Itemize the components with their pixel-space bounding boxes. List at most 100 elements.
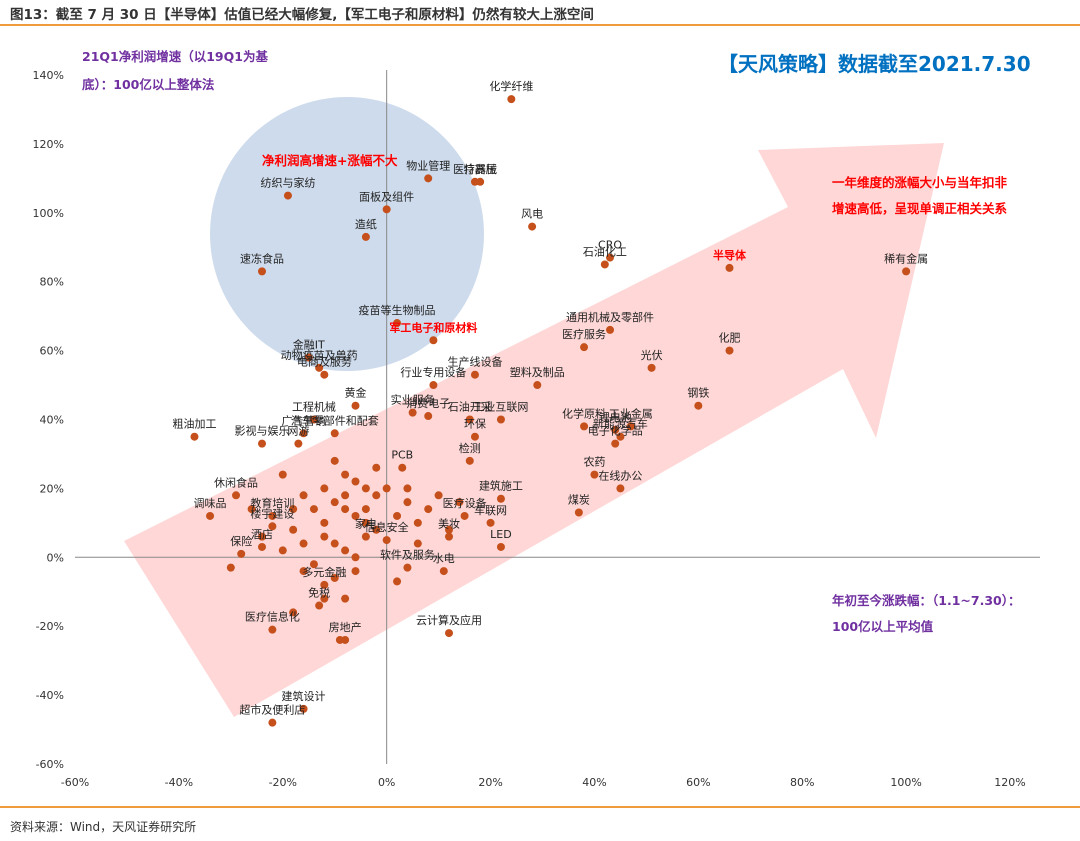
data-point-label: 云计算及应用 <box>416 613 482 627</box>
x-tick-label: -40% <box>165 776 193 789</box>
data-point-label: 光伏 <box>641 348 663 362</box>
data-point <box>278 546 287 555</box>
x-tick-label: -60% <box>61 776 89 789</box>
data-point <box>403 484 412 493</box>
data-point <box>320 532 329 541</box>
data-point <box>528 222 537 231</box>
data-point <box>226 563 235 572</box>
figure-title: 图13：截至 7 月 30 日【半导体】估值已经大幅修复,【军工电子和原材料】仍… <box>10 7 594 23</box>
data-point <box>330 539 339 548</box>
y-tick-label: -60% <box>36 758 64 771</box>
data-point <box>902 267 911 276</box>
x-axis-label-line1: 年初至今涨跌幅：（1.1~7.30）： <box>832 593 1021 608</box>
x-tick-label: 0% <box>378 776 395 789</box>
data-point <box>232 491 241 500</box>
data-point <box>299 704 308 713</box>
data-point-label: 工程机械 <box>292 400 336 414</box>
data-point <box>393 511 402 520</box>
data-point <box>268 625 277 634</box>
data-point <box>309 415 318 424</box>
data-point <box>320 518 329 527</box>
data-point-label: 医疗器械 <box>453 162 497 176</box>
data-point <box>299 491 308 500</box>
data-point <box>424 412 433 421</box>
data-point <box>320 484 329 493</box>
data-point-label: 调味品 <box>194 497 227 510</box>
data-point-label: 半导体 <box>713 248 747 262</box>
data-point-label: 家电 <box>355 517 377 531</box>
y-tick-label: 120% <box>33 138 64 151</box>
data-point-label: PCB <box>391 449 413 462</box>
data-point <box>496 494 505 503</box>
y-tick-label: -20% <box>36 620 64 633</box>
data-point-label: 石油开采 <box>448 400 492 414</box>
data-point <box>647 363 656 372</box>
data-point-label: 房地产 <box>329 620 362 634</box>
data-point <box>341 594 350 603</box>
data-point-label: 速冻食品 <box>240 251 284 265</box>
data-point <box>403 498 412 507</box>
data-point <box>237 549 246 558</box>
data-point-label: 车联网 <box>474 503 507 517</box>
data-point-label: 环保 <box>464 417 486 431</box>
y-axis-label-line2: 底）：100亿以上整体法 <box>82 77 215 92</box>
y-tick-label: -40% <box>36 689 64 702</box>
data-point-label: 美妆 <box>438 518 460 531</box>
data-point-label: 化学纤维 <box>489 79 533 93</box>
data-point <box>424 505 433 514</box>
data-point-label: 化肥 <box>719 331 741 345</box>
circle-label: 净利润高增速+涨幅不大 <box>262 153 398 168</box>
axes: -60% -40% -20% 0% 20% 40% 60% 80% 100% 120% 140% -6… <box>33 69 1040 789</box>
data-point <box>403 563 412 572</box>
data-point <box>361 532 370 541</box>
data-point-label: 造纸 <box>355 217 377 231</box>
data-point-label: 电子化学品 <box>588 424 643 438</box>
data-point <box>341 505 350 514</box>
data-point <box>574 508 583 517</box>
data-point <box>268 511 277 520</box>
data-point-label: 楼宇建设 <box>250 506 294 520</box>
data-point-label: 网游 <box>287 425 309 438</box>
data-point-label: 电商及服务 <box>297 355 352 369</box>
data-point-label: 新能源汽车 <box>593 417 648 431</box>
data-point-label: 医疗服务 <box>562 327 606 341</box>
background-shapes <box>124 97 944 717</box>
data-point <box>278 470 287 479</box>
data-point <box>725 346 734 355</box>
data-point-label: 消费电子 <box>406 396 450 410</box>
data-point <box>611 425 620 434</box>
data-point <box>445 532 453 541</box>
data-point-label: 建筑设计 <box>282 689 326 703</box>
data-point <box>611 439 620 448</box>
data-point-label: 医疗信息化 <box>245 610 300 624</box>
data-point <box>606 325 615 334</box>
data-point-label: 纺织与家纺 <box>260 176 315 190</box>
data-point-label: 锂电池 <box>599 410 632 424</box>
data-point <box>289 525 298 534</box>
data-point <box>372 463 381 472</box>
data-point <box>304 353 313 362</box>
data-point-label: 在线办公 <box>598 468 642 482</box>
data-point <box>351 477 360 486</box>
data-point <box>496 415 505 424</box>
trend-arrow <box>124 143 944 717</box>
source-note: 资料来源：Wind，天风证券研究所 <box>10 820 197 834</box>
data-point <box>393 577 402 586</box>
data-point-label: 疫苗等生物制品 <box>359 303 436 317</box>
data-point <box>470 370 479 379</box>
data-point <box>299 429 308 438</box>
y-tick-label: 80% <box>40 276 64 289</box>
data-point <box>429 336 438 345</box>
data-point <box>725 263 734 272</box>
data-point <box>309 505 318 514</box>
data-point <box>590 470 599 479</box>
data-point <box>434 491 443 500</box>
data-point <box>439 567 448 576</box>
data-point-label: LED <box>490 528 512 541</box>
data-point <box>580 343 589 352</box>
data-point <box>424 174 433 183</box>
top-rule <box>0 24 1080 26</box>
data-point <box>382 484 391 493</box>
data-point <box>341 491 350 500</box>
data-point <box>315 601 324 610</box>
